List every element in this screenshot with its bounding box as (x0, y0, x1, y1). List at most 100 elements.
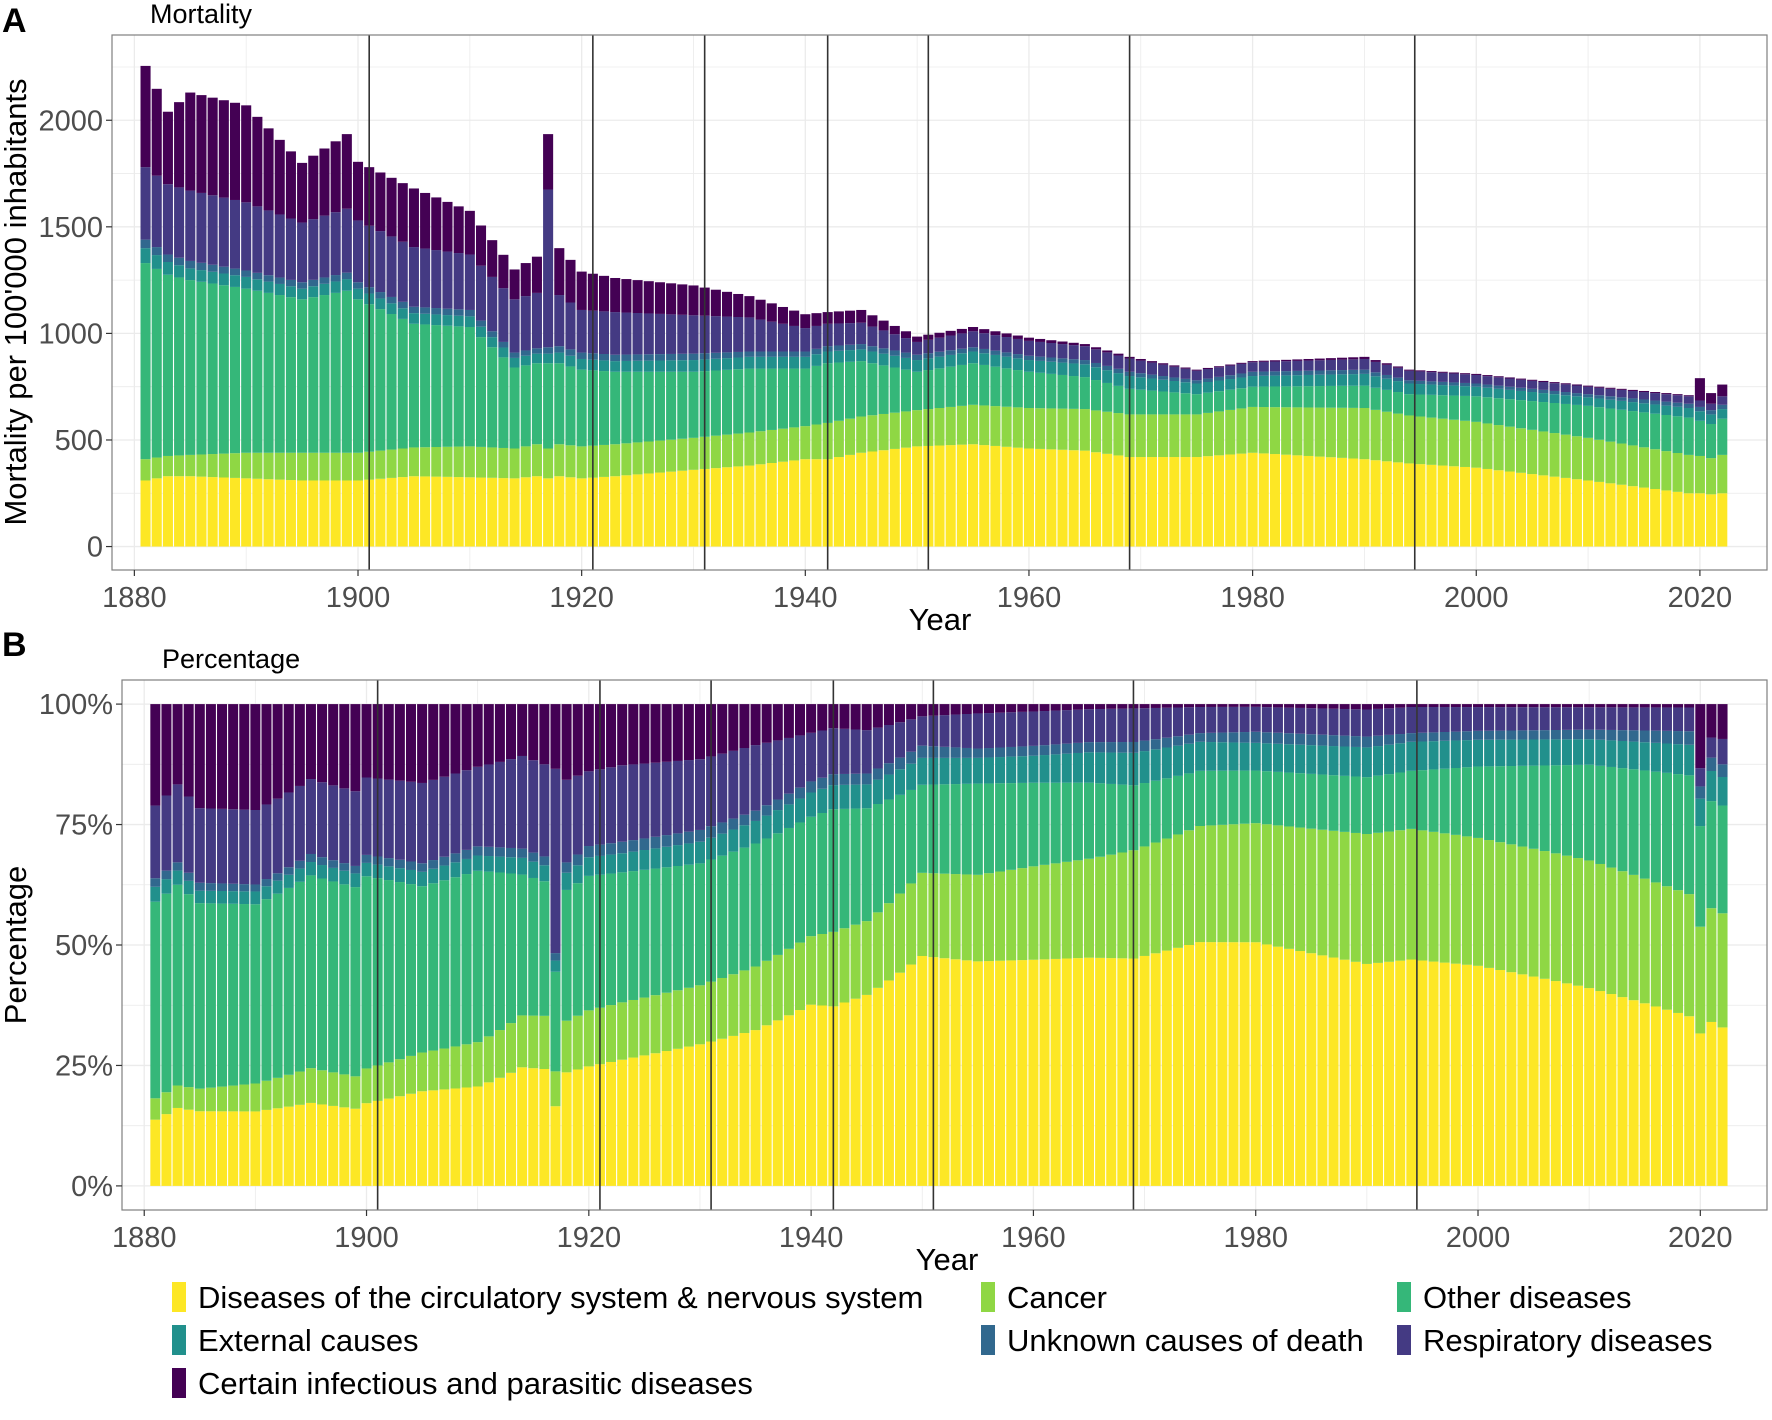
bar-respiratory-1987 (1328, 708, 1339, 736)
bar-cancer-1922 (606, 1005, 617, 1062)
bar-infectious-1905 (417, 704, 428, 783)
bar-infectious-1945 (861, 704, 872, 731)
bar-unknown-1937 (766, 351, 777, 357)
bar-other-2008 (1561, 765, 1572, 856)
bar-external-1962 (1050, 754, 1061, 783)
bar-infectious-1948 (889, 325, 900, 335)
bar-circulatory-1928 (672, 1048, 683, 1186)
bar-unknown-1917 (543, 347, 554, 354)
bar-other-1946 (867, 363, 878, 416)
bar-infectious-1884 (183, 704, 194, 797)
bar-unknown-1963 (1061, 743, 1072, 754)
bar-other-1974 (1180, 393, 1191, 415)
bar-other-1973 (1169, 392, 1180, 415)
bar-infectious-1912 (494, 704, 505, 762)
bar-other-1910 (464, 327, 475, 447)
bar-external-2014 (1627, 402, 1638, 412)
bar-respiratory-1910 (472, 766, 483, 847)
bar-infectious-1920 (583, 704, 594, 772)
bar-cancer-1918 (554, 444, 565, 477)
bar-external-2001 (1484, 739, 1495, 767)
y-tick-label: 25% (55, 1050, 113, 1082)
bar-other-1947 (883, 799, 894, 904)
bar-external-2011 (1594, 398, 1605, 408)
bar-other-1896 (308, 297, 319, 453)
bar-other-2022 (1717, 805, 1728, 914)
bar-cancer-1999 (1461, 836, 1472, 965)
bar-unknown-1908 (450, 853, 461, 863)
bar-cancer-1930 (694, 985, 705, 1045)
bar-other-1954 (956, 364, 967, 406)
bar-circulatory-2008 (1560, 477, 1571, 547)
bar-cancer-1889 (229, 453, 241, 478)
bar-respiratory-1966 (1095, 708, 1106, 743)
bar-unknown-1974 (1184, 734, 1195, 744)
bar-external-1883 (172, 870, 183, 885)
bar-circulatory-1965 (1079, 450, 1090, 547)
bar-respiratory-2019 (1683, 396, 1694, 404)
bar-cancer-1970 (1135, 414, 1146, 458)
legend-label-external: External causes (198, 1323, 419, 1358)
bar-circulatory-1944 (850, 998, 861, 1186)
bar-unknown-1888 (228, 883, 239, 892)
bar-external-1913 (506, 857, 517, 874)
bar-infectious-1966 (1095, 704, 1106, 709)
bar-unknown-2020 (1694, 406, 1705, 412)
bar-other-1916 (531, 363, 542, 445)
bar-circulatory-2014 (1628, 1000, 1639, 1186)
bar-cancer-1919 (572, 1015, 583, 1070)
bar-cancer-1923 (610, 444, 621, 477)
bar-respiratory-1984 (1292, 360, 1303, 371)
bar-infectious-1891 (261, 704, 272, 805)
bar-other-1883 (162, 274, 173, 456)
bar-other-1978 (1228, 770, 1239, 825)
bar-circulatory-1978 (1225, 454, 1236, 547)
bar-circulatory-1946 (872, 987, 883, 1186)
bar-respiratory-1927 (654, 313, 665, 355)
bar-external-1990 (1361, 747, 1372, 778)
bar-other-1950 (917, 784, 928, 873)
bar-infectious-1957 (995, 704, 1006, 713)
bar-cancer-1912 (487, 447, 498, 478)
bar-unknown-1946 (867, 346, 878, 352)
bar-circulatory-2022 (1717, 1027, 1728, 1186)
bar-infectious-1998 (1450, 704, 1461, 708)
bar-cancer-2002 (1495, 842, 1506, 971)
bar-other-1950 (912, 371, 923, 411)
bar-cancer-2014 (1628, 874, 1639, 1001)
bar-circulatory-1947 (878, 450, 889, 547)
bar-cancer-1900 (352, 452, 364, 481)
bar-external-1963 (1061, 753, 1072, 783)
bar-infectious-2008 (1560, 383, 1571, 385)
bar-unknown-1930 (694, 829, 705, 842)
bar-circulatory-1932 (710, 468, 721, 547)
bar-external-1891 (261, 886, 272, 900)
panel-a-letter: A (2, 2, 27, 40)
bar-circulatory-1949 (900, 447, 911, 547)
bar-respiratory-1991 (1372, 708, 1383, 736)
bar-circulatory-1924 (621, 475, 632, 547)
bar-other-1919 (565, 366, 576, 446)
bar-other-2000 (1473, 766, 1484, 838)
bar-respiratory-2021 (1706, 403, 1717, 411)
bar-respiratory-1963 (1057, 344, 1068, 359)
bar-external-1923 (610, 361, 621, 372)
bar-circulatory-2020 (1694, 493, 1705, 547)
bar-unknown-1903 (386, 296, 397, 304)
bar-infectious-1886 (196, 95, 207, 193)
bar-respiratory-1899 (350, 791, 361, 866)
bar-infectious-1975 (1195, 704, 1206, 707)
bar-respiratory-1922 (606, 767, 617, 844)
bar-unknown-1977 (1217, 732, 1228, 743)
bar-external-2020 (1695, 798, 1706, 827)
bar-other-2001 (1482, 397, 1493, 424)
bar-unknown-1979 (1239, 732, 1250, 743)
bar-respiratory-1883 (162, 184, 173, 255)
bar-circulatory-1892 (272, 1108, 283, 1186)
bar-cancer-1975 (1195, 825, 1206, 943)
bar-unknown-2018 (1673, 731, 1684, 745)
bar-circulatory-1934 (739, 1033, 750, 1186)
bar-other-1924 (628, 871, 639, 1000)
bar-respiratory-1939 (789, 325, 800, 352)
bar-external-1945 (861, 784, 872, 809)
